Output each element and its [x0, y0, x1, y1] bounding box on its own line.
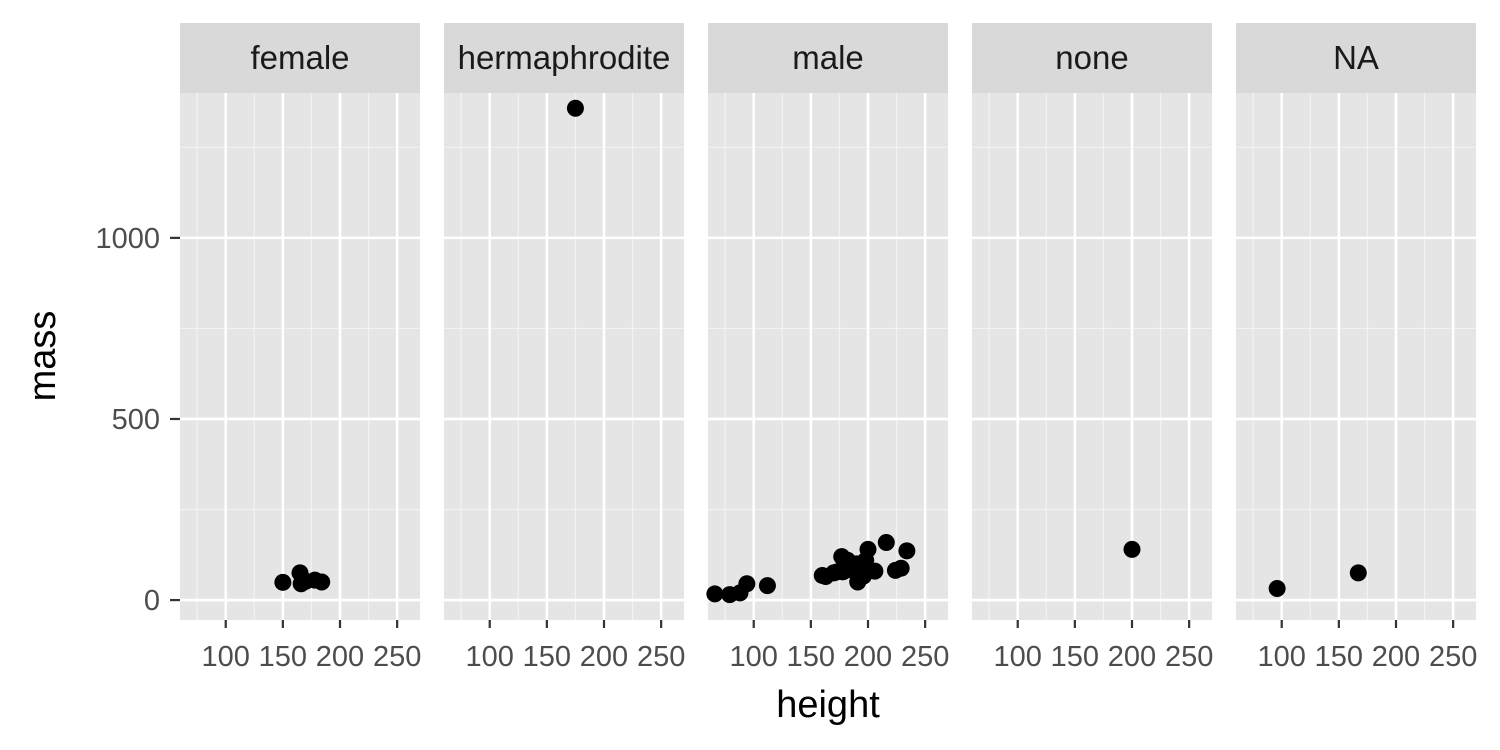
facet-strip: [1236, 23, 1476, 93]
y-axis-title: mass: [22, 311, 64, 402]
y-axis: 0 500 1000: [95, 223, 180, 617]
x-tick-label: 100: [730, 641, 778, 673]
x-tick-label: 150: [259, 641, 307, 673]
data-point: [1123, 540, 1141, 558]
panel-background: [444, 93, 684, 620]
facet-panel: female 100 150 200 250: [180, 23, 421, 673]
data-point: [859, 540, 877, 558]
panel-background: [1236, 93, 1476, 620]
data-point: [1349, 564, 1367, 582]
panel-background: [180, 93, 420, 620]
data-point: [313, 573, 331, 591]
facet-panel: male 100 150 200 250: [706, 23, 949, 673]
x-tick-label: 250: [637, 641, 685, 673]
facet-strip: [708, 23, 948, 93]
x-tick-label: 150: [1315, 641, 1363, 673]
facet-panels: female 100 150 200 250 hermaphrodite 100 150 200…: [180, 23, 1477, 673]
x-tick-label: 150: [1051, 641, 1099, 673]
data-point: [706, 585, 724, 603]
data-point: [892, 559, 910, 577]
x-tick-label: 250: [901, 641, 949, 673]
x-tick-label: 250: [1429, 641, 1477, 673]
x-tick-label: 200: [844, 641, 892, 673]
data-point: [877, 533, 895, 551]
facet-strip-label: male: [792, 39, 864, 76]
data-point: [738, 575, 756, 593]
facet-strip: [444, 23, 684, 93]
facet-panel: NA 100 150 200 250: [1236, 23, 1477, 673]
x-tick-label: 200: [316, 641, 364, 673]
data-point: [866, 562, 884, 580]
facet-strip: [180, 23, 420, 93]
x-tick-label: 200: [580, 641, 628, 673]
facet-strip-label: female: [250, 39, 349, 76]
x-tick-label: 100: [202, 641, 250, 673]
panel-background: [972, 93, 1212, 620]
data-point: [1268, 579, 1286, 597]
data-point: [566, 99, 584, 117]
facet-panel: none 100 150 200 250: [972, 23, 1213, 673]
y-tick-label: 500: [112, 404, 160, 436]
facet-panel: hermaphrodite 100 150 200 250: [444, 23, 685, 673]
x-tick-label: 150: [523, 641, 571, 673]
data-point: [758, 577, 776, 595]
x-tick-label: 250: [1165, 641, 1213, 673]
x-tick-label: 250: [373, 641, 421, 673]
facet-strip-label: none: [1055, 39, 1128, 76]
facet-strip-label: hermaphrodite: [458, 39, 671, 76]
panel-background: [708, 93, 948, 620]
facet-strip-label: NA: [1333, 39, 1379, 76]
x-tick-label: 100: [1258, 641, 1306, 673]
x-tick-label: 200: [1108, 641, 1156, 673]
data-point: [898, 542, 916, 560]
x-tick-label: 100: [994, 641, 1042, 673]
x-axis-title: height: [776, 684, 880, 726]
facet-strip: [972, 23, 1212, 93]
x-tick-label: 200: [1372, 641, 1420, 673]
y-tick-label: 1000: [95, 223, 160, 255]
data-point: [274, 573, 292, 591]
x-tick-label: 100: [466, 641, 514, 673]
y-tick-label: 0: [144, 585, 160, 617]
x-tick-label: 150: [787, 641, 835, 673]
